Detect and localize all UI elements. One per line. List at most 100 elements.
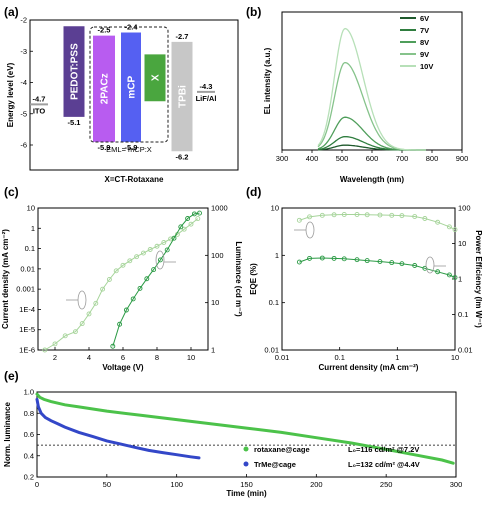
x-tick-label: 900 (456, 154, 469, 163)
x-axis-label: Time (min) (226, 489, 267, 498)
homo-lumo-label: -5.1 (68, 118, 81, 127)
data-point (127, 258, 133, 264)
y-tick-label: -2 (20, 16, 27, 25)
legend-swatch (243, 446, 249, 452)
data-point (181, 226, 187, 232)
series-line-trme-cage (35, 397, 201, 460)
y-tick-label: 1.0 (24, 388, 34, 397)
legend-note: L₀=116 cd/m² @7.2V (348, 445, 419, 454)
legend-label: 8V (420, 38, 429, 47)
legend-label: 7V (420, 26, 429, 35)
y-tick-label: 0.6 (24, 430, 34, 439)
data-point (100, 286, 106, 292)
x-tick-label: 500 (336, 154, 349, 163)
data-point (86, 311, 92, 317)
el-spectrum-chart: 300 400 500 600 700 800 900 Wavelength (nm) EL i… (263, 11, 469, 184)
y2-tick-label: 10 (211, 298, 219, 307)
data-point (452, 275, 458, 280)
x-tick-label: 1 (395, 353, 399, 362)
layer-name: TPBi (178, 85, 189, 108)
y-tick-label: 0.01 (264, 346, 279, 355)
data-point (341, 212, 347, 217)
y2-axis-label: Power Efficiency (lm W⁻¹) (474, 230, 483, 328)
eml-box (89, 26, 169, 143)
x-tick-label: 4 (87, 353, 91, 362)
level-label: -4.7 (33, 94, 46, 103)
data-point (341, 256, 347, 262)
layer-bar-tpbi (171, 41, 193, 152)
y-tick-label: 0.01 (20, 264, 35, 273)
data-point (168, 236, 174, 242)
y-axis-label: Norm. luminance (3, 402, 12, 467)
x-tick-label: 0.1 (334, 353, 344, 362)
data-point (185, 216, 191, 221)
efficiency-chart: 0.01 0.1 1 100.010.11100.010.1110100Current… (249, 204, 483, 373)
series-line (44, 218, 199, 351)
data-point (331, 255, 337, 261)
legend-label: 9V (420, 50, 429, 59)
data-point (435, 219, 441, 225)
legend-label: TrMe@cage (254, 460, 296, 469)
panel-label-d: (d) (246, 185, 261, 199)
legend-label: rotaxane@cage (254, 445, 310, 454)
y-tick-label: 0.1 (25, 244, 35, 253)
x-tick-label: 150 (240, 480, 253, 489)
panel-label-a: (a) (4, 5, 19, 19)
layer-bar-x (144, 54, 166, 102)
data-point (117, 321, 123, 327)
x-tick-label: 800 (426, 154, 439, 163)
data-point (161, 240, 167, 245)
y-axis-label: EQE (%) (249, 263, 258, 295)
plot-frame (281, 207, 456, 351)
y-tick-label: 0.001 (16, 285, 35, 294)
spectrum-line-10V (317, 27, 426, 151)
x-tick-label: 10 (187, 353, 195, 362)
y2-tick-label: 10 (458, 239, 466, 248)
y2-tick-label: 1 (458, 275, 462, 284)
homo-lumo-label: -2.5 (98, 26, 111, 35)
layer-name: mCP (127, 75, 138, 98)
data-point (389, 260, 395, 266)
panel-label-c: (c) (4, 185, 19, 199)
y2-tick-label: 0.1 (458, 310, 468, 319)
layer-name: X (151, 74, 162, 81)
series-line-rotaxane-cage (35, 392, 455, 465)
x-tick-label: 50 (103, 480, 111, 489)
data-point (79, 321, 85, 327)
data-point (52, 341, 58, 347)
y2-tick-label: 0.01 (458, 346, 473, 355)
x-tick-label: 400 (306, 154, 319, 163)
x-tick-label: 700 (396, 154, 409, 163)
series-line (112, 212, 200, 347)
data-point (331, 212, 337, 218)
y-tick-label: -6 (20, 141, 27, 150)
layer-bar-pedot-pss (63, 26, 85, 117)
y-tick-label: 1E-4 (19, 305, 35, 314)
x-tick-label: 200 (310, 480, 323, 489)
y-tick-label: 10 (271, 204, 279, 213)
data-point (296, 259, 302, 265)
data-point (307, 255, 312, 261)
data-point (171, 235, 177, 241)
data-point (140, 250, 146, 256)
data-point (134, 254, 140, 260)
data-point (296, 217, 302, 223)
y-tick-label: -5 (20, 109, 27, 118)
layer-name: PEDOT:PSS (70, 43, 81, 100)
x-axis-label: Voltage (V) (102, 363, 144, 372)
homo-lumo-label: -2.7 (176, 32, 189, 41)
diagram-caption: X=CT-Rotaxane (105, 175, 164, 184)
legend-swatch (243, 461, 249, 467)
layer-name: LiF/Al (196, 94, 217, 103)
x-tick-label: 2 (53, 353, 57, 362)
x-tick-label: 6 (121, 353, 125, 362)
homo-lumo-label: -5.9 (125, 143, 138, 152)
data-point (197, 210, 202, 216)
y-tick-label: -4 (20, 78, 27, 87)
x-tick-label: 8 (155, 353, 159, 362)
y-axis-label: EL intensity (a.u.) (263, 47, 272, 114)
y-tick-label: 1 (275, 251, 279, 260)
x-tick-label: 0 (35, 480, 39, 489)
layer-bar-mcp (121, 32, 141, 142)
data-point (188, 221, 194, 227)
